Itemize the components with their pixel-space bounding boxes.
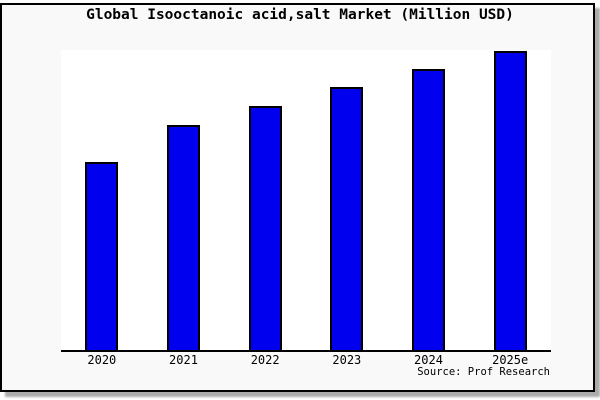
source-note: Source: Prof Research xyxy=(417,366,550,378)
plot-area xyxy=(61,50,551,352)
bar-2022 xyxy=(248,106,282,350)
x-tick-label-2023: 2023 xyxy=(332,353,362,367)
x-tick-label-2020: 2020 xyxy=(87,353,117,367)
x-tick-label-2025e: 2025e xyxy=(492,353,529,367)
x-tick-label-2022: 2022 xyxy=(250,353,280,367)
bar-2025e xyxy=(493,51,527,350)
bar-2023 xyxy=(330,87,364,350)
bar-2020 xyxy=(85,162,119,350)
bar-2021 xyxy=(167,125,200,350)
chart-title: Global Isooctanoic acid,salt Market (Mil… xyxy=(86,7,514,23)
x-tick-label-2021: 2021 xyxy=(169,353,198,367)
bar-2024 xyxy=(412,69,445,350)
x-tick-label-2024: 2024 xyxy=(414,353,443,367)
